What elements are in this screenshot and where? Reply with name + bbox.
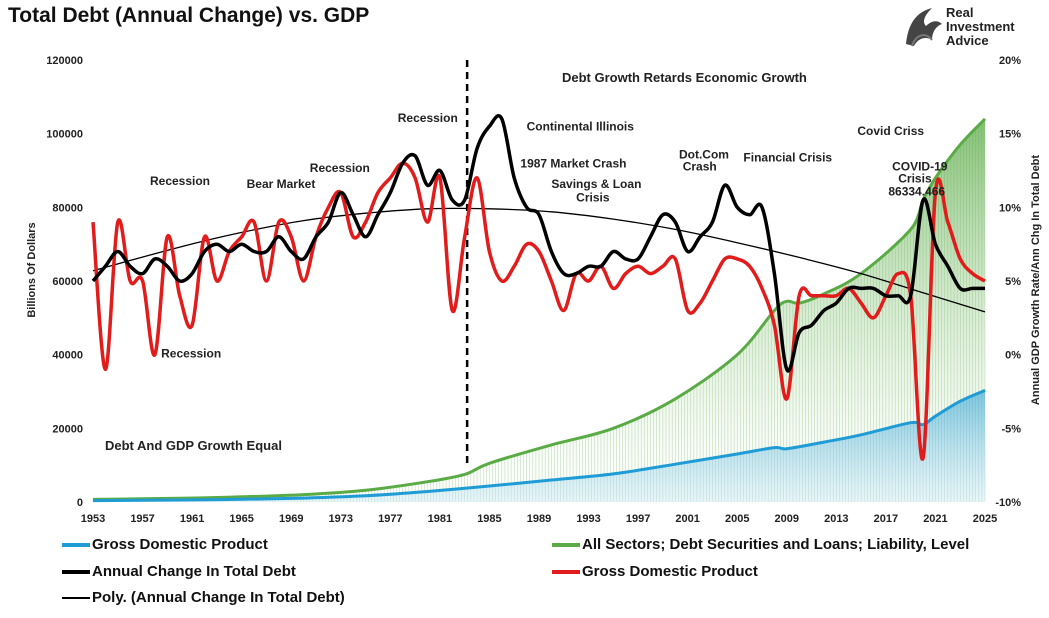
y-left-tick-label: 20000 (52, 423, 83, 435)
x-tick-label: 2005 (725, 513, 749, 525)
x-tick-label: 1977 (378, 513, 402, 525)
logo-eagle-icon (906, 8, 942, 47)
gdp-level-line (92, 389, 986, 503)
x-tick-label: 2025 (973, 513, 997, 525)
x-tick-label: 1957 (130, 513, 154, 525)
debt-change-line (91, 113, 985, 373)
level-areas (92, 117, 987, 503)
legend-label: Gross Domestic Product (582, 563, 758, 580)
annotation-label: 86334.466 (888, 185, 945, 199)
logo-line-3: Advice (946, 33, 989, 48)
chart-canvas: 0 20000 40000 60000 80000 100000 120000 -10% -5… (26, 55, 1042, 525)
annotation-label: Recession (150, 174, 210, 188)
chart-title: Total Debt (Annual Change) vs. GDP (8, 4, 370, 27)
x-tick-label: 1961 (180, 513, 204, 525)
y-right-tick-label: -5% (1001, 423, 1021, 435)
annotation-label: COVID-19 (892, 160, 948, 174)
x-tick-label: 1993 (576, 513, 600, 525)
y-right-tick-label: 5% (1005, 276, 1021, 288)
legend: Gross Domestic Product All Sectors; Debt… (0, 532, 1049, 618)
legend-swatch-gdp-growth (552, 569, 580, 574)
legend-swatch-debt-change (62, 569, 90, 574)
region-label-left: Debt And GDP Growth Equal (105, 438, 282, 453)
left-axis-ticks: 0 20000 40000 60000 80000 100000 120000 (46, 55, 83, 509)
annotation-label: Recession (398, 111, 458, 125)
legend-item-debt-level: All Sectors; Debt Securities and Loans; … (552, 536, 969, 553)
annotation-label: Dot.Com (679, 148, 729, 162)
legend-item-gdp-growth: Gross Domestic Product (552, 563, 758, 580)
annotation-label: Recession (310, 161, 370, 175)
legend-label: All Sectors; Debt Securities and Loans; … (582, 536, 970, 553)
annotation-label: Bear Market (247, 177, 316, 191)
logo-line-1: Real (946, 5, 974, 20)
annotation-label: Recession (161, 347, 221, 361)
x-tick-label: 1981 (428, 513, 452, 525)
annotation-label: Financial Crisis (743, 151, 832, 165)
logo-line-2: Investment (946, 19, 1015, 34)
annotations: Recession Recession Bear Market Recession Re… (150, 111, 948, 361)
legend-label: Annual Change In Total Debt (92, 563, 296, 580)
y-right-tick-label: 15% (999, 129, 1021, 141)
x-tick-label: 2017 (874, 513, 898, 525)
x-tick-label: 1969 (279, 513, 303, 525)
y-right-tick-label: 20% (999, 55, 1021, 67)
annotation-label: 1987 Market Crash (520, 157, 626, 171)
x-tick-label: 2013 (824, 513, 848, 525)
region-label-right: Debt Growth Retards Economic Growth (562, 70, 807, 85)
y-right-tick-label: 10% (999, 202, 1021, 214)
y-left-tick-label: 100000 (46, 129, 83, 141)
annotation-label: Crash (683, 160, 717, 174)
legend-swatch-gdp-level (62, 542, 90, 547)
x-tick-label: 1985 (477, 513, 501, 525)
annotation-label: Continental Illinois (527, 120, 635, 134)
y-left-tick-label: 80000 (52, 202, 83, 214)
y-axis-right-title: Annual GDP Growth Rate/Ann Chg In Total … (1030, 155, 1042, 405)
gdp-level-area (93, 390, 985, 502)
y-left-tick-label: 0 (77, 497, 83, 509)
y-left-tick-label: 60000 (52, 276, 83, 288)
legend-swatch-poly (62, 596, 90, 599)
right-axis-ticks: -10% -5% 0% 5% 10% 15% 20% (995, 55, 1021, 509)
annotation-label: Crisis (898, 171, 932, 185)
y-right-tick-label: 0% (1005, 350, 1021, 362)
legend-label: Gross Domestic Product (92, 536, 268, 553)
poly-trend-line (92, 207, 986, 313)
legend-swatch-debt-level (552, 542, 580, 547)
x-tick-label: 2021 (923, 513, 947, 525)
y-left-tick-label: 40000 (52, 350, 83, 362)
y-axis-left-title: Billions Of Dollars (26, 222, 38, 317)
annotation-label: Covid Criss (857, 124, 924, 138)
x-tick-label: 1989 (527, 513, 551, 525)
x-tick-label: 1997 (626, 513, 650, 525)
logo-text: Real Investment Advice (946, 6, 1015, 48)
legend-item-gdp-level: Gross Domestic Product (62, 536, 268, 553)
debt-level-area (93, 118, 985, 503)
y-left-tick-label: 120000 (46, 55, 83, 67)
x-tick-label: 2009 (775, 513, 799, 525)
x-axis-ticks: 1953 1957 1961 1965 1969 1973 1977 1981 1985 1989… (81, 513, 997, 525)
y-right-tick-label: -10% (995, 497, 1021, 509)
legend-item-debt-change: Annual Change In Total Debt (62, 563, 296, 580)
annotation-label: Crisis (576, 190, 610, 204)
rate-lines (91, 60, 986, 466)
x-tick-label: 1953 (81, 513, 105, 525)
x-tick-label: 1973 (329, 513, 353, 525)
x-tick-label: 1965 (229, 513, 253, 525)
legend-label: Poly. (Annual Change In Total Debt) (92, 589, 345, 606)
annotation-label: Savings & Loan (551, 177, 641, 191)
x-tick-label: 2001 (675, 513, 699, 525)
debt-level-line (92, 117, 987, 501)
legend-item-poly: Poly. (Annual Change In Total Debt) (62, 589, 345, 606)
